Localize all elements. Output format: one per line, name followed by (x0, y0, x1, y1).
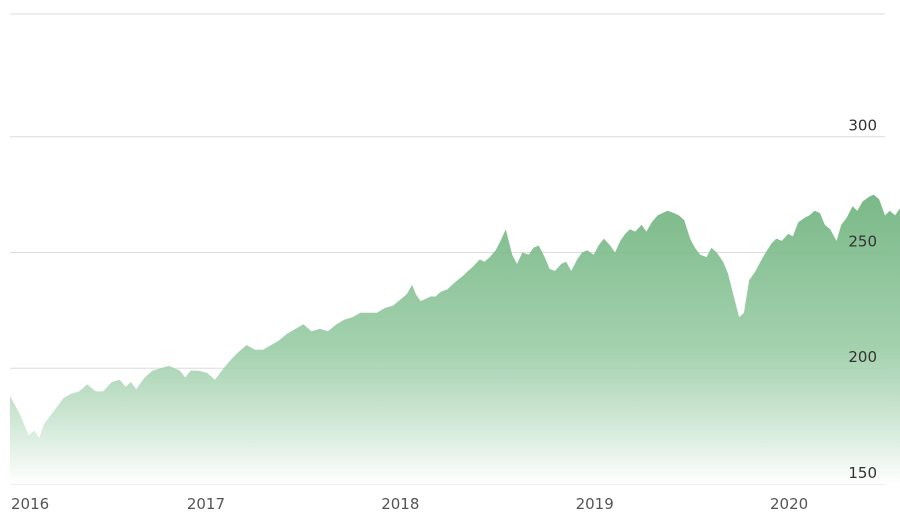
x-tick-label: 2018 (381, 495, 419, 513)
y-tick-label: 200 (848, 348, 877, 366)
y-axis: 150 200 250 300 (848, 117, 877, 482)
x-axis: 2016 2017 2018 2019 2020 (11, 495, 808, 513)
y-tick-label: 300 (848, 117, 877, 135)
x-tick-label: 2020 (770, 495, 808, 513)
x-tick-label: 2016 (11, 495, 49, 513)
x-tick-label: 2017 (187, 495, 225, 513)
y-tick-label: 250 (848, 232, 877, 250)
area-series (10, 194, 900, 484)
y-tick-label: 150 (848, 464, 877, 482)
x-tick-label: 2019 (576, 495, 614, 513)
